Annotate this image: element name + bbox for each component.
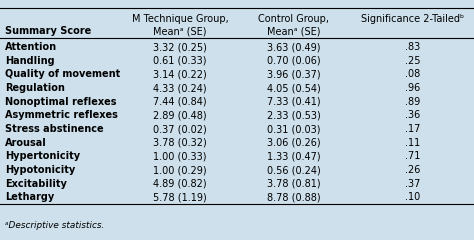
Text: Attention: Attention — [5, 42, 57, 52]
Text: .11: .11 — [405, 138, 420, 148]
Text: 0.37 (0.02): 0.37 (0.02) — [153, 124, 207, 134]
Text: Quality of movement: Quality of movement — [5, 69, 120, 79]
Text: Significance 2-Tailedᵇ: Significance 2-Tailedᵇ — [361, 14, 464, 24]
Text: 3.96 (0.37): 3.96 (0.37) — [267, 69, 321, 79]
Text: 3.78 (0.81): 3.78 (0.81) — [267, 179, 321, 189]
Text: 1.00 (0.33): 1.00 (0.33) — [154, 151, 207, 162]
Text: 4.33 (0.24): 4.33 (0.24) — [153, 83, 207, 93]
Text: 3.63 (0.49): 3.63 (0.49) — [267, 42, 320, 52]
Text: 4.05 (0.54): 4.05 (0.54) — [267, 83, 321, 93]
Text: 1.33 (0.47): 1.33 (0.47) — [267, 151, 321, 162]
Text: 0.70 (0.06): 0.70 (0.06) — [267, 56, 321, 66]
Text: .96: .96 — [405, 83, 420, 93]
Text: 7.44 (0.84): 7.44 (0.84) — [153, 97, 207, 107]
Text: 3.06 (0.26): 3.06 (0.26) — [267, 138, 321, 148]
Text: 4.89 (0.82): 4.89 (0.82) — [153, 179, 207, 189]
Text: Hypotonicity: Hypotonicity — [5, 165, 75, 175]
Text: 2.33 (0.53): 2.33 (0.53) — [267, 110, 321, 120]
Text: 3.78 (0.32): 3.78 (0.32) — [153, 138, 207, 148]
Text: .71: .71 — [405, 151, 420, 162]
Text: 3.32 (0.25): 3.32 (0.25) — [153, 42, 207, 52]
Text: Hypertonicity: Hypertonicity — [5, 151, 80, 162]
Text: 2.89 (0.48): 2.89 (0.48) — [153, 110, 207, 120]
Text: .10: .10 — [405, 192, 420, 203]
Text: 3.14 (0.22): 3.14 (0.22) — [153, 69, 207, 79]
Text: Control Group,: Control Group, — [258, 14, 329, 24]
Text: 0.56 (0.24): 0.56 (0.24) — [267, 165, 321, 175]
Text: .83: .83 — [405, 42, 420, 52]
Text: Summary Score: Summary Score — [5, 26, 91, 36]
Text: 0.31 (0.03): 0.31 (0.03) — [267, 124, 320, 134]
Text: Nonoptimal reflexes: Nonoptimal reflexes — [5, 97, 116, 107]
Text: Lethargy: Lethargy — [5, 192, 54, 203]
Text: 1.00 (0.29): 1.00 (0.29) — [153, 165, 207, 175]
Text: Stress abstinence: Stress abstinence — [5, 124, 103, 134]
Text: Meanᵃ (SE): Meanᵃ (SE) — [267, 26, 320, 36]
Text: 8.78 (0.88): 8.78 (0.88) — [267, 192, 321, 203]
Text: .37: .37 — [405, 179, 420, 189]
Text: Meanᵃ (SE): Meanᵃ (SE) — [154, 26, 207, 36]
Text: .89: .89 — [405, 97, 420, 107]
Text: ᵃDescriptive statistics.: ᵃDescriptive statistics. — [5, 221, 104, 230]
Text: Arousal: Arousal — [5, 138, 46, 148]
Text: .36: .36 — [405, 110, 420, 120]
Text: M Technique Group,: M Technique Group, — [132, 14, 228, 24]
Text: Regulation: Regulation — [5, 83, 64, 93]
Text: .25: .25 — [405, 56, 420, 66]
Text: 0.61 (0.33): 0.61 (0.33) — [154, 56, 207, 66]
Text: 7.33 (0.41): 7.33 (0.41) — [267, 97, 321, 107]
Text: Excitability: Excitability — [5, 179, 67, 189]
Text: 5.78 (1.19): 5.78 (1.19) — [153, 192, 207, 203]
Text: .17: .17 — [405, 124, 420, 134]
Text: .26: .26 — [405, 165, 420, 175]
Text: Handling: Handling — [5, 56, 55, 66]
Text: Asymmetric reflexes: Asymmetric reflexes — [5, 110, 118, 120]
Text: .08: .08 — [405, 69, 420, 79]
